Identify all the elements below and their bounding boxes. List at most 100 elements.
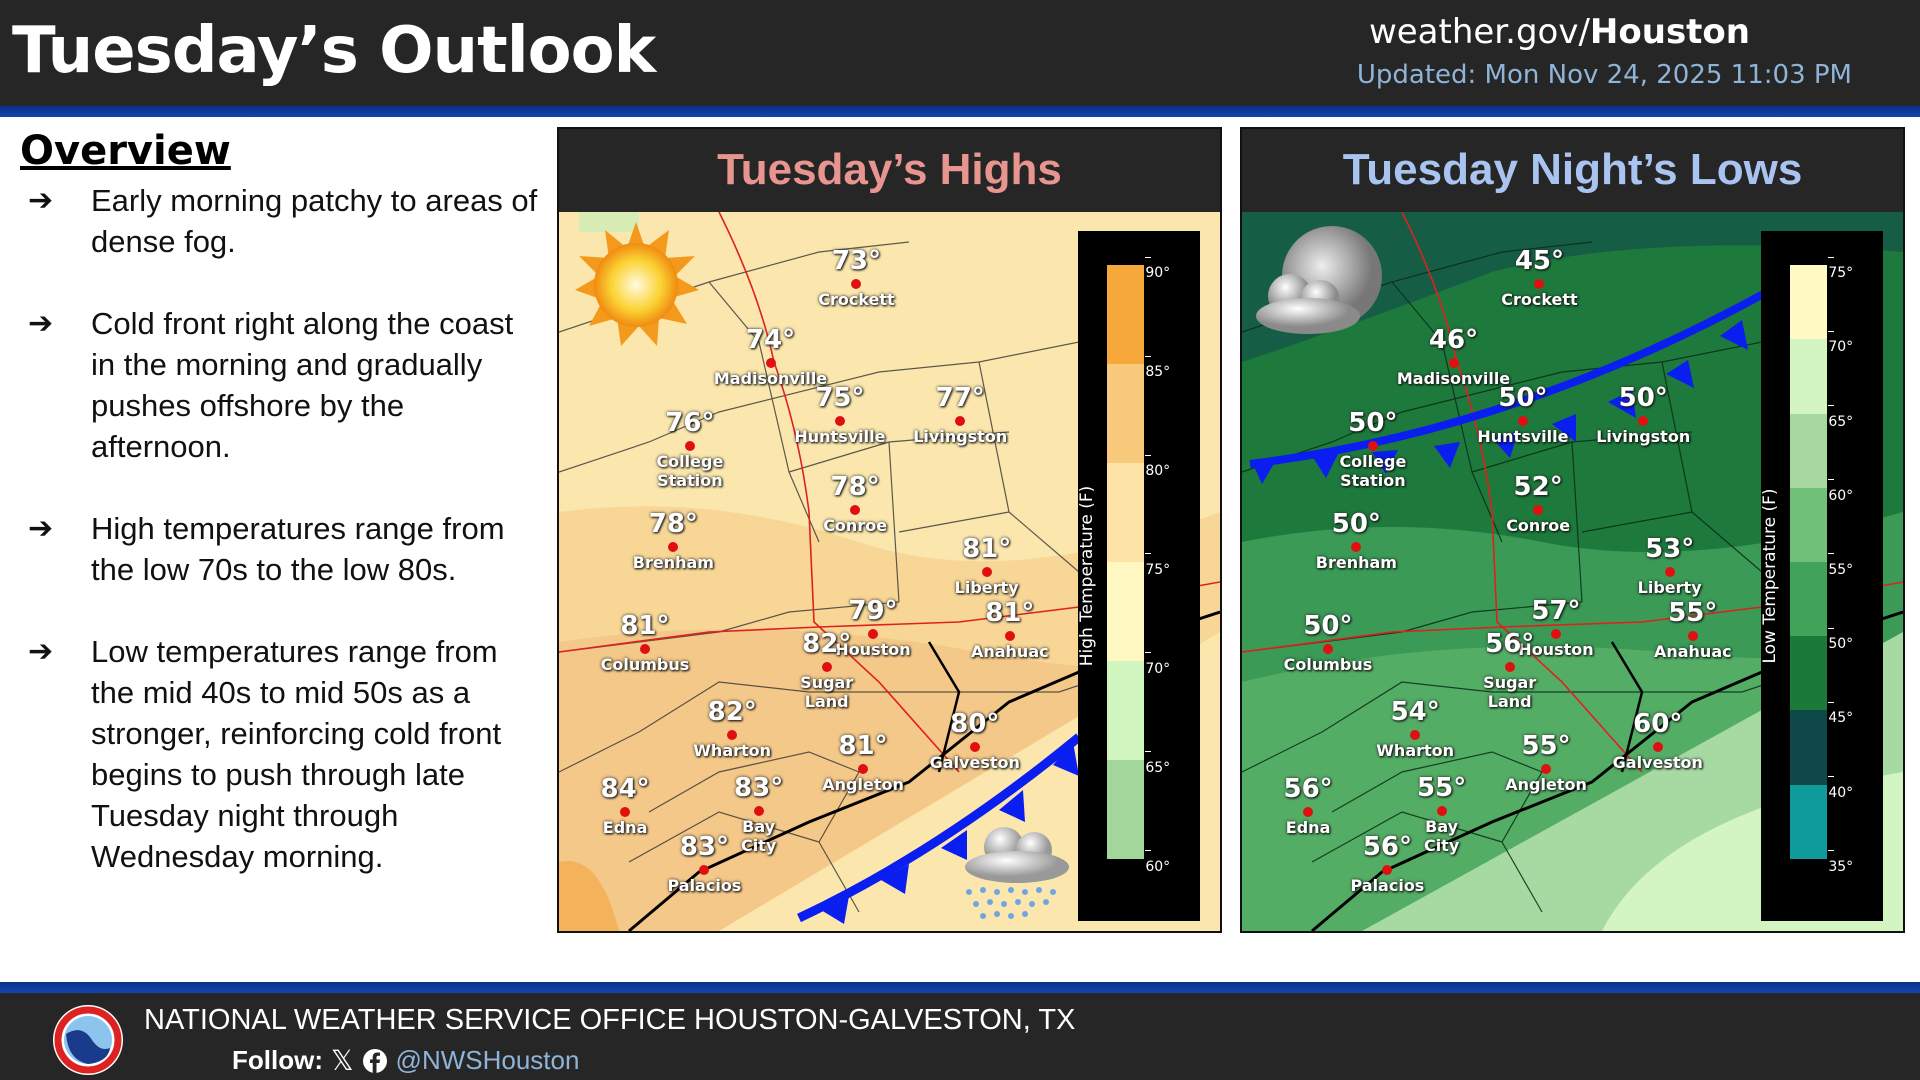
city-name: Columbus — [1283, 655, 1373, 675]
legend-swatch — [1107, 561, 1144, 661]
city-dot — [684, 441, 695, 452]
legend-label-text: High Temperature (F) — [1076, 485, 1097, 667]
city-dot — [727, 730, 738, 741]
bullet-text: Low temperatures range from the mid 40s … — [91, 634, 502, 874]
city-dot — [1004, 631, 1015, 642]
legend-tick: 35° — [1828, 843, 1853, 875]
lows-panel: Tuesday Night’s Lows — [1240, 127, 1905, 933]
facebook-icon[interactable] — [362, 1048, 388, 1074]
legend-tick: 65° — [1145, 744, 1170, 776]
header-stripe — [0, 106, 1920, 117]
legend-tick: 75° — [1828, 249, 1853, 281]
legend-swatch — [1790, 561, 1827, 637]
city-temp: 77° — [935, 382, 985, 413]
city-dot — [1541, 763, 1552, 774]
cold-front — [1249, 288, 1769, 468]
city-dot — [1504, 662, 1515, 673]
page-title: Tuesday’s Outlook — [12, 14, 656, 88]
city-dot — [1303, 807, 1314, 818]
city-name: Huntsville — [1477, 426, 1569, 446]
legend-colorbar: 75° 70° 65° 60° 55° 50° 45° 40° 35° — [1790, 265, 1853, 875]
footer-stripe — [0, 982, 1920, 993]
legend-tick: 85° — [1145, 348, 1170, 380]
city-temp: 57° — [1531, 596, 1581, 627]
legend-swatch — [1107, 759, 1144, 859]
lows-map: 45° Crockett 46° Madisonville 50° Huntsville 5… — [1242, 212, 1903, 931]
city-name: Crockett — [818, 289, 895, 309]
highs-title: Tuesday’s Highs — [717, 145, 1062, 194]
city-name: Houston — [835, 640, 911, 660]
city-dot — [851, 278, 862, 289]
city-dot — [1517, 415, 1528, 426]
city-temp: 73° — [831, 245, 882, 276]
legend-swatch — [1790, 784, 1827, 859]
city-dot — [1410, 730, 1421, 741]
city-dot — [1534, 278, 1545, 289]
footer — [0, 993, 1920, 1080]
social-handle[interactable]: @NWSHouston — [395, 1045, 580, 1075]
city-dot — [850, 505, 861, 516]
city-dot — [1638, 415, 1649, 426]
bullet: ➔ Early morning patchy to areas of dense … — [20, 180, 540, 262]
city-dot — [1448, 357, 1459, 368]
legend-tick: 65° — [1828, 398, 1853, 430]
overview: Overview ➔ Early morning patchy to areas … — [20, 128, 540, 918]
highs-panel: Tuesday’s Highs — [557, 127, 1222, 933]
city-name: Brenham — [1315, 553, 1397, 573]
city-dot — [699, 864, 710, 875]
city-dot — [867, 629, 878, 640]
city-temp: 50° — [1348, 408, 1398, 439]
bullet: ➔ High temperatures range from the low 70… — [20, 508, 540, 590]
city-temp: 76° — [665, 408, 715, 439]
sun-icon — [575, 222, 699, 346]
city-name: Huntsville — [794, 426, 886, 446]
city-name: Sugar Land — [800, 673, 854, 712]
arrow-icon: ➔ — [28, 184, 54, 217]
city-name: Edna — [1285, 818, 1331, 838]
cold-front-triangles — [1252, 320, 1748, 484]
city-dot — [1322, 644, 1333, 655]
city-temp: 78° — [830, 472, 880, 503]
city-dot — [1550, 629, 1561, 640]
legend-swatch — [1107, 364, 1144, 464]
city-dot — [639, 644, 650, 655]
site-link[interactable]: weather.gov/Houston — [1369, 12, 1750, 52]
legend-swatch — [1790, 487, 1827, 562]
city-temp: 53° — [1645, 533, 1695, 564]
city-name: Columbus — [600, 655, 690, 675]
legend-tick: 75° — [1145, 546, 1170, 578]
city-temp: 82° — [707, 697, 757, 728]
city-dot — [858, 763, 869, 774]
city-dot — [1664, 566, 1675, 577]
city-temp: 50° — [1498, 382, 1548, 413]
lows-legend: Low Temperature (F) 75° 70° 65° 60° 55° 50° 45… — [1759, 230, 1884, 921]
city-name: Madisonville — [713, 368, 828, 388]
moon-cloud-icon — [1256, 226, 1382, 334]
legend-label-text: Low Temperature (F) — [1759, 488, 1780, 664]
city-dot — [955, 415, 966, 426]
city-name: Conroe — [1506, 516, 1571, 536]
city-dot — [1382, 864, 1393, 875]
legend-colorbar: 90° 85° 80° 75° 70° 65° 60° — [1107, 265, 1170, 875]
site-prefix: weather.gov/ — [1368, 12, 1590, 52]
city-dot — [765, 357, 776, 368]
overview-title: Overview — [20, 128, 231, 174]
x-icon[interactable]: 𝕏 — [330, 1045, 354, 1076]
city-temp: 84° — [600, 774, 650, 805]
city-name: College Station — [1339, 452, 1407, 491]
city-dot — [981, 566, 992, 577]
city-name: College Station — [656, 452, 724, 491]
city-name: Bay City — [740, 816, 777, 855]
legend-tick: 60° — [1828, 472, 1853, 504]
city-name: Galveston — [929, 752, 1020, 772]
nws-logo — [53, 1005, 123, 1075]
city-temp: 50° — [1303, 611, 1353, 642]
highs-legend: High Temperature (F) 90° 85° 80° 75° 70° 65° 6… — [1076, 230, 1201, 921]
city-dot — [668, 542, 679, 553]
city-name: Palacios — [667, 875, 742, 895]
city-dot — [834, 415, 845, 426]
bullet-text: Early morning patchy to areas of dense f… — [91, 183, 538, 259]
cold-front-triangles — [821, 742, 1079, 924]
city-name: Anahuac — [1653, 642, 1732, 662]
city-name: Angleton — [822, 774, 904, 794]
